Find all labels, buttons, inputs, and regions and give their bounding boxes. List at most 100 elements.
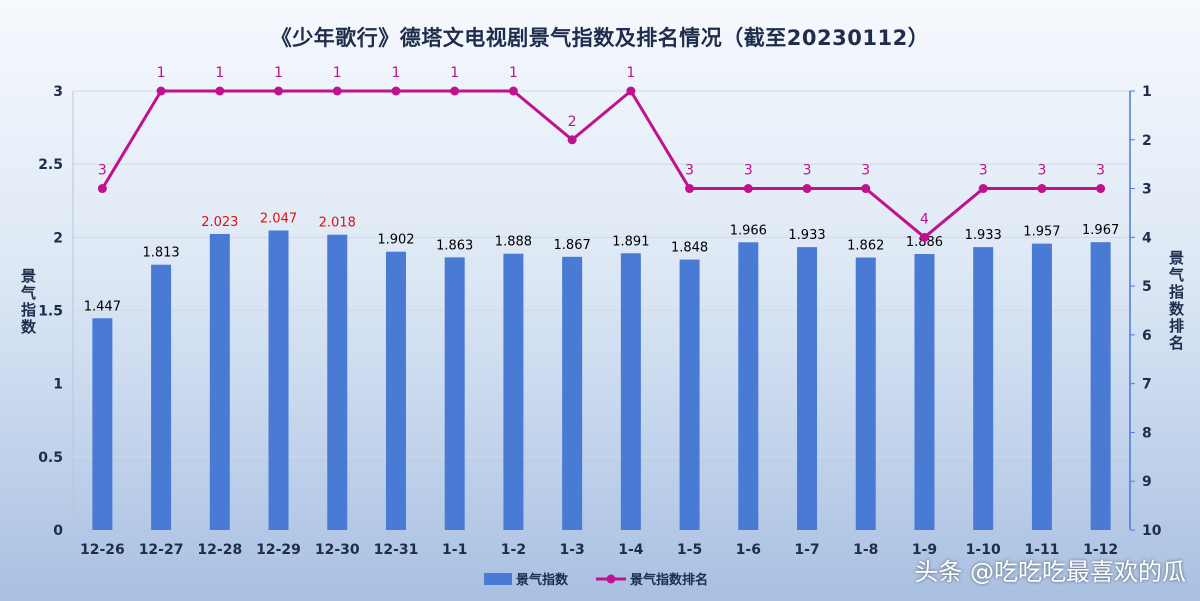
- rank-value-label: 1: [274, 65, 283, 81]
- bar-value-label: 1.862: [847, 239, 884, 254]
- left-tick-label: 0.5: [38, 450, 63, 466]
- bar: [738, 242, 759, 531]
- right-tick-label: 5: [1142, 279, 1152, 295]
- left-tick-label: 1: [53, 377, 63, 393]
- bar-value-label: 1.957: [1023, 225, 1060, 240]
- x-tick-label: 1-2: [501, 542, 526, 558]
- rank-point: [978, 184, 988, 194]
- right-tick-label: 2: [1142, 133, 1152, 149]
- right-tick-label: 1: [1142, 84, 1152, 100]
- x-tick-label: 1-5: [677, 542, 702, 558]
- x-tick-label: 1-7: [794, 542, 819, 558]
- right-axis-label: 景气指数排名: [1167, 250, 1185, 352]
- rank-value-label: 1: [509, 65, 518, 81]
- rank-value-label: 1: [157, 65, 166, 81]
- bar-value-label: 1.891: [612, 234, 649, 249]
- left-tick-label: 1.5: [38, 304, 63, 320]
- rank-point: [626, 86, 636, 96]
- bar-value-label: 1.867: [554, 238, 591, 253]
- rank-point: [508, 86, 518, 96]
- bar: [209, 233, 230, 531]
- legend-bar-label: 景气指数: [516, 572, 569, 588]
- rank-value-label: 2: [568, 114, 577, 130]
- right-tick-label: 8: [1142, 425, 1152, 441]
- bar-value-label: 1.886: [906, 235, 943, 250]
- bar-value-label: 2.018: [319, 216, 356, 231]
- rank-line: [101, 89, 1101, 239]
- rank-point: [156, 86, 166, 96]
- rank-value-label: 1: [392, 65, 401, 81]
- left-tick-label: 0: [53, 523, 63, 539]
- bar: [1031, 243, 1052, 530]
- left-tick-label: 2: [53, 230, 63, 246]
- bar: [679, 259, 700, 530]
- x-tick-label: 1-10: [966, 542, 1001, 558]
- legend-line-marker: [606, 574, 616, 584]
- bar: [444, 257, 465, 530]
- rank-point: [215, 86, 225, 96]
- rank-value-label: 3: [1096, 163, 1105, 179]
- rank-point: [685, 184, 695, 194]
- bar: [914, 254, 935, 531]
- rank-value-label: 3: [98, 163, 107, 179]
- rank-value-label: 3: [1037, 163, 1046, 179]
- bar-value-label: 1.933: [788, 228, 825, 243]
- x-tick-label: 1-8: [853, 542, 878, 558]
- bar-value-label: 1.848: [671, 241, 708, 256]
- bar: [151, 264, 172, 530]
- left-axis-label: 景气指数: [19, 268, 37, 336]
- rank-value-label: 1: [215, 65, 224, 81]
- bar: [92, 318, 113, 530]
- rank-point: [1096, 184, 1106, 194]
- bar-value-label: 2.023: [201, 215, 238, 230]
- bar-value-label: 1.447: [84, 299, 121, 314]
- x-tick-label: 1-1: [442, 542, 467, 558]
- left-tick-label: 2.5: [38, 157, 63, 173]
- x-tick-label: 1-6: [736, 542, 761, 558]
- x-tick-label: 12-27: [139, 542, 184, 558]
- rank-point: [743, 184, 753, 194]
- right-tick-label: 4: [1142, 230, 1152, 246]
- chart-title: 《少年歌行》德塔文电视剧景气指数及排名情况（截至20230112）: [270, 26, 930, 50]
- rank-value-label: 3: [744, 163, 753, 179]
- rank-point: [919, 232, 929, 242]
- rank-point: [391, 86, 401, 96]
- rank-value-label: 3: [861, 163, 870, 179]
- bar-value-label: 1.967: [1082, 223, 1119, 238]
- rank-value-label: 1: [626, 65, 635, 81]
- rank-point: [450, 86, 460, 96]
- x-tick-label: 12-29: [256, 542, 301, 558]
- right-tick-label: 7: [1142, 377, 1152, 393]
- bar: [385, 251, 406, 530]
- rank-point: [802, 184, 812, 194]
- rank-value-label: 3: [685, 163, 694, 179]
- rank-point: [97, 184, 107, 194]
- bar: [327, 234, 348, 530]
- right-tick-label: 10: [1142, 523, 1162, 539]
- x-tick-label: 1-4: [618, 542, 644, 558]
- rank-value-label: 1: [450, 65, 459, 81]
- x-tick-label: 1-11: [1024, 542, 1059, 558]
- bar-value-label: 1.888: [495, 235, 532, 250]
- bar: [268, 230, 289, 530]
- right-tick-label: 9: [1142, 474, 1152, 490]
- rank-point: [1037, 184, 1047, 194]
- bar: [855, 257, 876, 530]
- bar-value-label: 1.902: [377, 233, 414, 248]
- watermark: 头条 @吃吃吃最喜欢的瓜: [914, 558, 1186, 586]
- x-tick-label: 12-26: [80, 542, 125, 558]
- x-tick-label: 12-28: [197, 542, 242, 558]
- right-tick-label: 6: [1142, 328, 1152, 344]
- rank-point: [567, 135, 577, 145]
- bar-value-label: 1.813: [142, 246, 179, 261]
- bar: [503, 253, 524, 531]
- rank-point: [274, 86, 284, 96]
- legend-bar-swatch: [484, 573, 512, 585]
- rank-value-label: 1: [333, 65, 342, 81]
- x-tick-label: 12-31: [374, 542, 419, 558]
- bar-value-label: 1.933: [965, 228, 1002, 243]
- x-tick-label: 12-30: [315, 542, 360, 558]
- rank-value-label: 3: [979, 163, 988, 179]
